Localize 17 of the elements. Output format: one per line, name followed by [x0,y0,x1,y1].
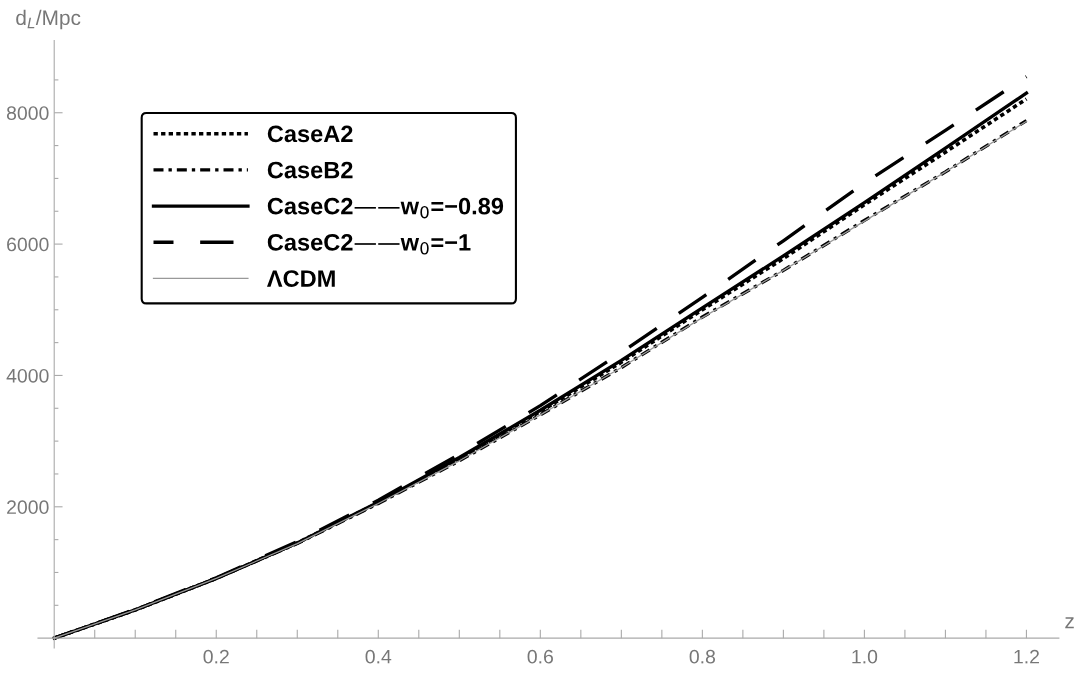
x-tick-label: 1.2 [1014,649,1039,664]
legend-label: ΛCDM [266,270,335,287]
x-tick-label: 0.6 [527,649,553,664]
legend-label: CaseA2 [267,125,353,143]
x-tick-label: 0.4 [365,649,392,664]
x-axis-title: z [1065,617,1074,629]
y-axis-title: d$_{L}$/Mpc [16,9,81,30]
x-tick-label: 0.2 [203,649,229,664]
y-tick-label: 4000 [6,368,49,383]
y-tick-label: 8000 [6,106,49,120]
y-tick-label: 6000 [7,237,49,252]
x-tick-label: 1.0 [852,649,878,664]
y-tick-label: 2000 [7,500,49,515]
legend-label: CaseB2 [267,161,353,179]
legend-label: CaseC2——w$_{0}$=−0.89 [267,197,504,219]
x-tick-label: 0.8 [689,649,716,664]
legend-label: CaseC2——w$_{0}$=−1 [267,233,471,255]
